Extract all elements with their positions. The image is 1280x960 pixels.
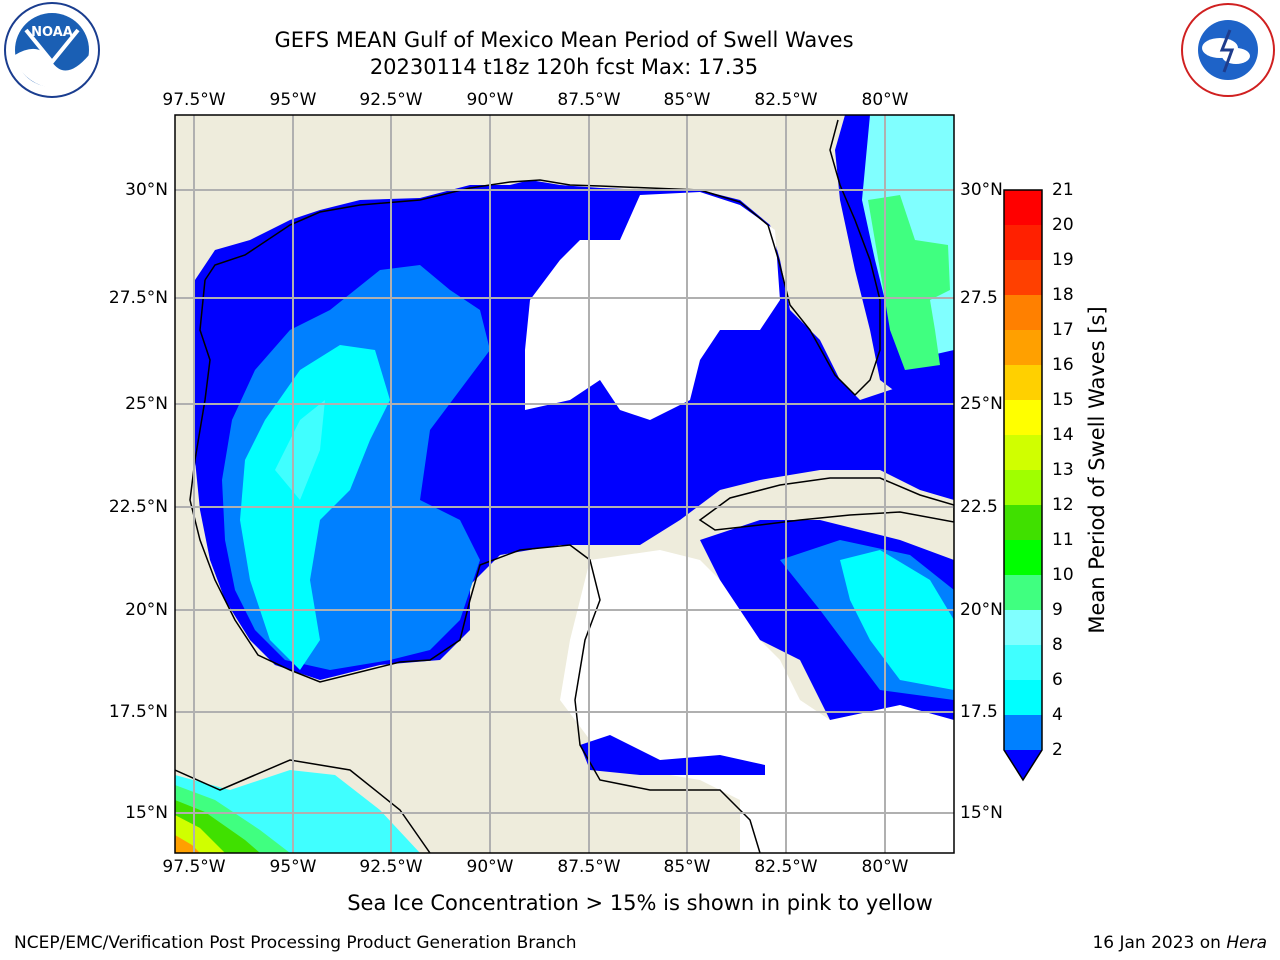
colorbar-label: Mean Period of Swell Waves [s] [1085,306,1109,634]
colorbar-tick: 10 [1052,565,1074,585]
lat-label-right: 15°N [960,803,1003,823]
lon-label-top: 82.5°W [754,90,818,110]
lat-label-right: 22.5 [960,497,998,517]
colorbar-tick: 4 [1052,705,1063,725]
lon-label-bottom: 92.5°W [359,857,423,877]
colorbar-extend-arrow [1004,750,1042,780]
lon-label-top: 85°W [663,90,711,110]
coastline-mexico [189,279,761,853]
coastline-cuba [698,477,954,531]
lon-label-bottom: 82.5°W [754,857,818,877]
lon-label-top: 97.5°W [162,90,226,110]
colorbar-tick: 6 [1052,670,1063,690]
lon-label-top: 95°W [269,90,317,110]
lon-label-bottom: 90°W [466,857,514,877]
atlantic-swell-9s [868,195,950,370]
map-subtitle: 20230114 t18z 120h fcst Max: 17.35 [369,55,759,79]
lon-label-bottom: 97.5°W [162,857,226,877]
date-text: 16 Jan 2023 on [1092,933,1221,953]
lon-label-bottom: 95°W [269,857,317,877]
colorbar [1003,189,1043,782]
colorbar-tick: 14 [1052,425,1074,445]
caribbean-swell-6s [840,550,954,690]
gulf-swell-8s [275,400,325,500]
colorbar-tick: 15 [1052,390,1074,410]
colorbar-tick: 8 [1052,635,1063,655]
coastline-gulf [204,119,881,397]
colorbar-tick: 18 [1052,285,1074,305]
colorbar-tick: 2 [1052,740,1063,760]
colorbar-tick: 16 [1052,355,1074,375]
lat-label-right: 17.5 [960,702,998,722]
nws-logo [1181,3,1275,97]
colorbar-tick: 21 [1052,180,1074,200]
lat-label-right: 20°N [960,600,1003,620]
credit-text: NCEP/EMC/Verification Post Processing Pr… [14,933,577,953]
lon-label-bottom: 85°W [663,857,711,877]
map-frame [174,114,955,854]
lat-label-left: 20°N [125,600,168,620]
sea-ice-note: Sea Ice Concentration > 15% is shown in … [347,891,933,915]
lat-label-left: 22.5°N [108,497,168,517]
machine-name: Hera [1226,933,1267,953]
lon-label-bottom: 80°W [861,857,909,877]
lon-label-top: 80°W [861,90,909,110]
lat-label-right: 25°N [960,394,1003,414]
lat-label-right: 27.5 [960,288,998,308]
date-stamp: 16 Jan 2023 on Hera [1092,933,1267,953]
lon-label-top: 92.5°W [359,90,423,110]
lon-label-top: 90°W [466,90,514,110]
lat-label-left: 17.5°N [108,702,168,722]
colorbar-tick: 9 [1052,600,1063,620]
masked-region-caribbean [560,550,954,853]
lat-label-left: 27.5°N [108,288,168,308]
map-title: GEFS MEAN Gulf of Mexico Mean Period of … [274,28,854,52]
colorbar-tick: 13 [1052,460,1074,480]
coastline-central-america [175,759,431,853]
colorbar-tick: 17 [1052,320,1074,340]
lon-label-bottom: 87.5°W [557,857,621,877]
lat-label-left: 30°N [125,180,168,200]
colorbar-tick: 12 [1052,495,1074,515]
colorbar-tick: 11 [1052,530,1074,550]
lat-label-right: 30°N [960,180,1003,200]
noaa-logo: NOAA [4,2,100,98]
colorbar-tick: 20 [1052,215,1074,235]
map-area [175,115,954,853]
lat-label-left: 15°N [125,803,168,823]
lat-label-left: 25°N [125,394,168,414]
colorbar-tick: 19 [1052,250,1074,270]
graticule [175,115,954,853]
lon-label-top: 87.5°W [557,90,621,110]
noaa-logo-text: NOAA [31,25,73,40]
yucatan-channel-swell [580,735,765,775]
